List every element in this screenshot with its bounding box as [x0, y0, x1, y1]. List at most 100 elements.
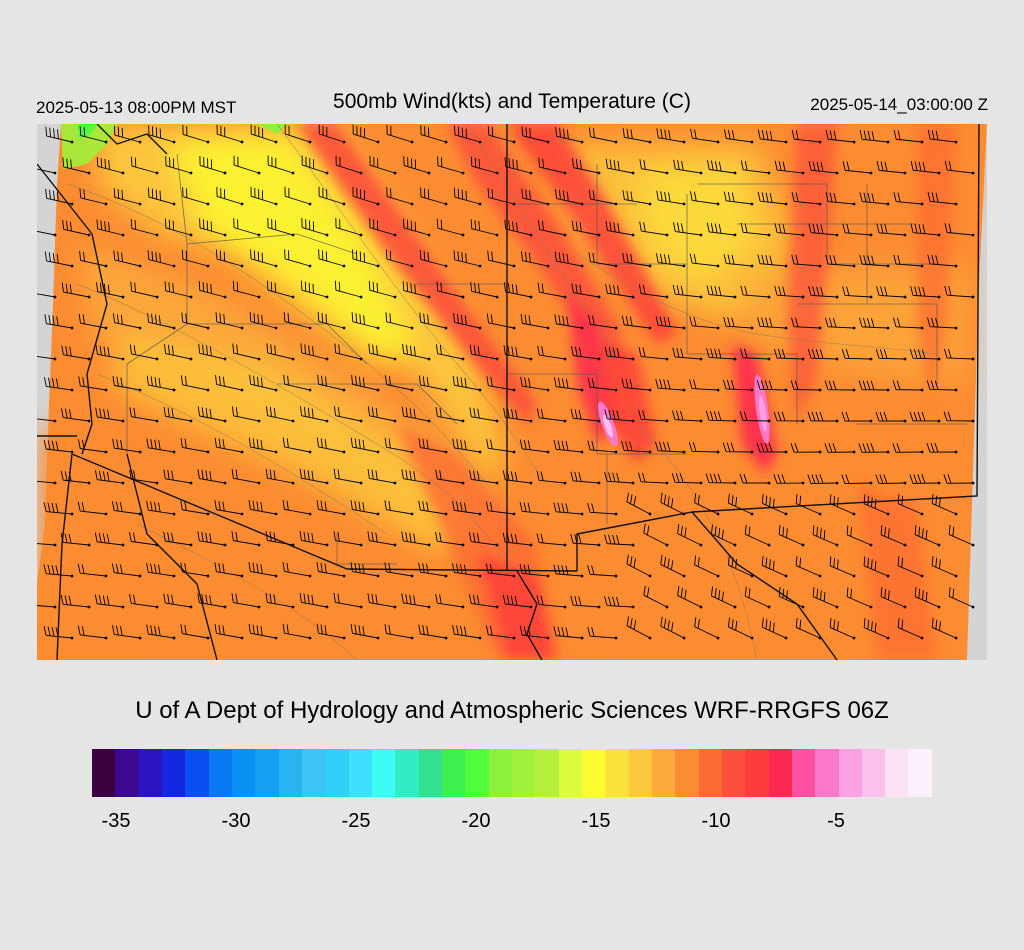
wind-barb: [858, 317, 890, 330]
wind-barb: [655, 441, 686, 454]
wind-barb: [773, 474, 805, 485]
colorbar-tick-label: -10: [701, 810, 731, 832]
weather-map: [37, 124, 987, 660]
wind-barb: [131, 156, 159, 175]
wind-barb: [367, 468, 397, 485]
wind-barb: [418, 500, 448, 516]
wind-barb: [216, 124, 244, 144]
wind-barb: [876, 223, 907, 237]
wind-barb: [660, 554, 686, 578]
wind-barb: [825, 129, 856, 144]
wind-barb: [660, 492, 686, 516]
wind-barb: [914, 525, 941, 547]
wind-barb: [554, 314, 584, 330]
wind-barb: [113, 187, 142, 206]
colorbar-swatch: [255, 749, 279, 797]
wind-barb: [705, 410, 737, 423]
wind-barb: [248, 623, 278, 640]
wind-barb: [637, 472, 669, 485]
wind-barb: [909, 348, 941, 361]
wind-barb: [282, 437, 312, 454]
wind-barb: [197, 531, 227, 547]
wind-barb: [316, 437, 346, 454]
wind-barb: [605, 221, 635, 237]
wind-barb: [555, 126, 584, 144]
wind-barb: [689, 316, 720, 330]
wind-barb: [944, 223, 975, 237]
wind-barb: [284, 186, 312, 206]
wind-barb: [875, 411, 907, 423]
colorbar-swatch: [185, 749, 209, 797]
wind-barb: [469, 344, 499, 361]
wind-barb: [795, 617, 822, 640]
wind-barb: [300, 406, 329, 423]
wind-barb: [386, 124, 414, 144]
wind-barb: [216, 249, 244, 268]
colorbar-swatch: [115, 749, 139, 797]
wind-barb: [130, 281, 159, 299]
colorbar-swatch: [371, 749, 396, 797]
wind-barb: [588, 127, 618, 144]
wind-barb: [829, 556, 856, 578]
wind-barb: [587, 502, 618, 516]
wind-barb: [621, 315, 652, 330]
wind-barb: [163, 469, 193, 485]
wind-barb: [198, 280, 227, 299]
wind-barb: [248, 500, 278, 516]
wind-barb: [791, 192, 822, 206]
wind-barb: [486, 438, 516, 454]
wind-barb: [403, 156, 431, 175]
wind-barb: [656, 128, 686, 144]
wind-barb: [554, 251, 584, 268]
wind-barb: [774, 285, 805, 299]
wind-barb: [846, 587, 873, 609]
wind-barb: [181, 312, 210, 330]
wind-barb: [842, 286, 873, 299]
wind-barb: [61, 408, 91, 423]
colorbar-swatch: [161, 749, 186, 797]
wind-barb: [893, 192, 924, 206]
wind-barb: [267, 218, 295, 237]
wind-barb: [37, 345, 57, 361]
wind-barb: [60, 470, 91, 485]
wind-barb: [807, 474, 839, 485]
wind-barb: [705, 473, 737, 485]
wind-barb: [316, 499, 346, 516]
wind-barb: [931, 556, 958, 578]
wind-barb: [722, 379, 754, 392]
wind-barb: [790, 443, 822, 454]
wind-barb: [282, 562, 312, 578]
wind-barb: [897, 618, 924, 640]
wind-barb: [267, 155, 295, 175]
wind-barb: [112, 438, 142, 454]
wind-barb: [694, 493, 720, 516]
wind-barb: [37, 220, 57, 237]
wind-barb: [553, 377, 584, 392]
wind-barb: [859, 192, 890, 206]
wind-barb: [519, 625, 550, 640]
wind-barb: [739, 411, 771, 423]
wind-barb: [694, 617, 720, 640]
wind-barb: [468, 532, 499, 547]
wind-barb: [655, 316, 686, 330]
wind-barb: [452, 375, 482, 392]
wind-barb: [604, 409, 635, 423]
wind-barb: [824, 317, 856, 330]
wind-barb: [182, 187, 210, 206]
colorbar-swatch: [908, 749, 932, 797]
wind-barb: [44, 251, 74, 268]
wind-barb: [384, 500, 414, 516]
wind-barb: [863, 556, 890, 578]
wind-barb: [740, 222, 771, 237]
wind-barb: [761, 555, 788, 578]
wind-barb: [283, 374, 312, 392]
wind-barb: [214, 624, 244, 640]
wind-barb: [129, 469, 159, 485]
wind-barb: [553, 626, 584, 640]
wind-barb: [317, 312, 346, 330]
wind-barb: [418, 562, 448, 578]
wind-barb: [909, 474, 941, 485]
wind-barb: [948, 586, 975, 609]
wind-barb: [37, 471, 57, 485]
colorbar-swatch: [441, 749, 466, 797]
